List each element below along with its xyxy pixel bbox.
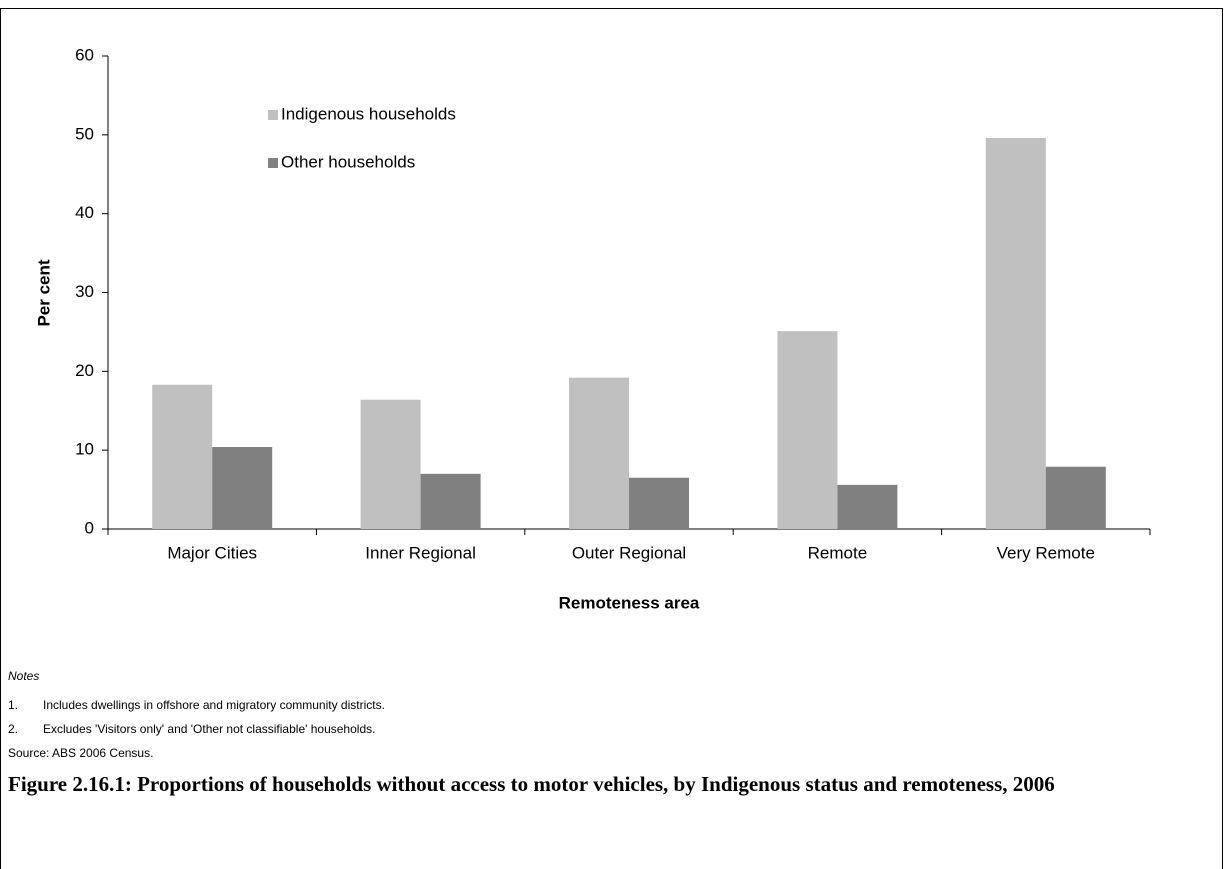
bar xyxy=(629,477,689,529)
note-number: 2. xyxy=(8,722,19,736)
bar xyxy=(837,484,898,529)
y-tick-label: 50 xyxy=(75,124,94,143)
frame xyxy=(0,8,1223,869)
x-tick-label: Remote xyxy=(808,543,868,562)
y-tick-label: 0 xyxy=(85,518,94,537)
x-tick-label: Outer Regional xyxy=(572,543,686,562)
y-tick-label: 40 xyxy=(75,203,94,222)
note-text: Includes dwellings in offshore and migra… xyxy=(43,698,385,712)
bar xyxy=(777,331,838,529)
legend-label: Indigenous households xyxy=(281,104,456,123)
y-tick-label: 10 xyxy=(75,440,94,459)
legend-swatch xyxy=(268,110,278,120)
note-text: Excludes 'Visitors only' and 'Other not … xyxy=(43,722,376,736)
legend-label: Other households xyxy=(281,152,415,171)
bar xyxy=(152,384,213,529)
x-tick-label: Major Cities xyxy=(167,543,257,562)
source: Source: ABS 2006 Census. xyxy=(8,746,154,760)
y-tick-label: 60 xyxy=(75,45,94,64)
bar xyxy=(1045,466,1106,529)
caption: Figure 2.16.1: Proportions of households… xyxy=(8,772,1055,796)
bar xyxy=(212,447,273,529)
notes-heading: Notes xyxy=(8,669,40,683)
y-axis-label: Per cent xyxy=(34,259,53,326)
bar xyxy=(420,473,481,529)
legend-swatch xyxy=(268,158,278,168)
y-tick-label: 30 xyxy=(75,282,94,301)
chart: Per cent Remoteness area 0 10 20 30 40 50 60 Ma… xyxy=(34,45,1151,612)
bar xyxy=(360,399,421,529)
bar xyxy=(569,377,629,529)
x-axis-label: Remoteness area xyxy=(559,593,700,612)
bar xyxy=(985,137,1046,529)
x-tick-label: Inner Regional xyxy=(365,543,476,562)
x-tick-label: Very Remote xyxy=(997,543,1095,562)
y-tick-label: 20 xyxy=(75,361,94,380)
note-number: 1. xyxy=(8,698,19,712)
